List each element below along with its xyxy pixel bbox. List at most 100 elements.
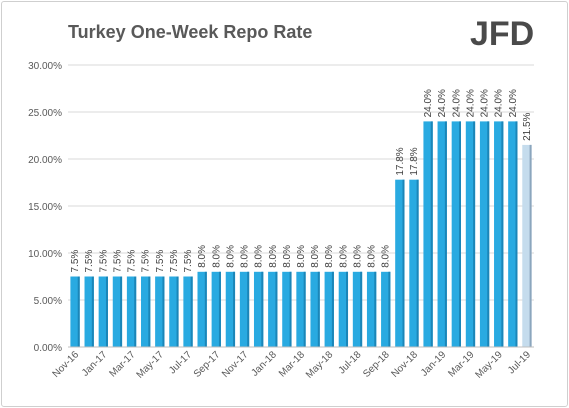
bar: [126, 276, 137, 347]
bar-shade: [501, 121, 504, 348]
bar: [239, 271, 250, 347]
bar-shade: [402, 179, 405, 347]
bar-shade: [190, 276, 193, 347]
bar-shade: [346, 271, 349, 347]
x-tick-label: May-19: [473, 349, 505, 381]
data-label: 24.0%: [465, 89, 476, 117]
bar-shade: [515, 121, 518, 348]
data-label: 7.5%: [183, 250, 194, 273]
data-label: 8.0%: [197, 245, 208, 268]
x-tick-label: May-17: [135, 349, 167, 381]
data-label: 7.5%: [169, 250, 180, 273]
bar: [112, 276, 123, 347]
bar: [84, 276, 94, 347]
data-label: 24.0%: [480, 89, 491, 117]
x-tick-label: Jul-19: [506, 349, 533, 376]
data-label: 7.5%: [141, 250, 152, 273]
data-label: 8.0%: [268, 245, 279, 268]
bar: [409, 179, 419, 347]
bar-shade: [261, 271, 264, 347]
bar-shade: [218, 271, 221, 347]
x-tick-label: Mar-18: [277, 349, 307, 379]
bar-shade: [91, 276, 94, 347]
x-tick-label: Jul-18: [337, 349, 364, 376]
bar: [197, 271, 207, 347]
bar-shade: [275, 271, 278, 347]
bar-shade: [204, 271, 207, 347]
x-tick-label: Sep-17: [192, 349, 223, 380]
x-tick-label: Mar-19: [446, 349, 476, 379]
bar: [211, 271, 221, 347]
data-label: 8.0%: [282, 245, 293, 268]
y-tick-label: 30.00%: [28, 61, 62, 72]
x-tick-label: Jan-19: [419, 349, 449, 379]
bar: [268, 271, 278, 347]
jfd-logo-text: JFD: [470, 15, 534, 49]
bar-shade: [416, 179, 419, 347]
y-tick-label: 20.00%: [28, 155, 62, 166]
data-label: 7.5%: [112, 250, 123, 273]
data-label: 7.5%: [70, 250, 81, 273]
bar: [479, 121, 490, 348]
bar: [296, 271, 306, 347]
data-label: 8.0%: [367, 245, 378, 268]
bar: [225, 271, 236, 347]
bar: [395, 179, 405, 347]
bar-shade: [247, 271, 250, 347]
data-label: 17.8%: [409, 147, 420, 175]
y-tick-label: 0.00%: [34, 343, 62, 354]
bar-shade: [289, 271, 292, 347]
bar: [381, 271, 391, 347]
bar-shade: [162, 276, 165, 347]
bar-shade: [233, 271, 236, 347]
bar: [366, 271, 377, 347]
bar: [183, 276, 193, 347]
x-tick-label: May-18: [304, 349, 336, 381]
x-tick-label: Jan-17: [80, 349, 110, 379]
data-label: 17.8%: [395, 147, 406, 175]
bar: [522, 144, 532, 347]
bar-shade: [487, 121, 490, 348]
x-tick-label: Jan-18: [249, 349, 279, 379]
chart-title: Turkey One-Week Repo Rate: [68, 22, 313, 42]
bar: [338, 271, 349, 347]
data-label: 8.0%: [324, 245, 335, 268]
y-tick-label: 10.00%: [28, 249, 62, 260]
y-tick-label: 15.00%: [28, 202, 62, 213]
bar-shade: [303, 271, 306, 347]
bar: [451, 121, 461, 348]
data-label: 7.5%: [127, 250, 138, 273]
data-label: 24.0%: [423, 89, 434, 117]
data-label: 7.5%: [155, 250, 166, 273]
bar-shade: [529, 144, 532, 347]
bar: [310, 271, 320, 347]
data-label: 8.0%: [296, 245, 307, 268]
y-tick-label: 5.00%: [34, 296, 62, 307]
bar-shade: [77, 276, 80, 347]
x-tick-label: Nov-18: [390, 349, 421, 380]
bar: [169, 276, 179, 347]
bar-shade: [176, 276, 179, 347]
bar-shade: [105, 276, 108, 347]
x-tick-label: Jul-17: [167, 349, 194, 376]
bar: [324, 271, 334, 347]
bar: [352, 271, 363, 347]
bar: [494, 121, 504, 348]
x-tick-label: Nov-17: [220, 349, 251, 380]
bar-shade: [360, 271, 363, 347]
data-label: 8.0%: [211, 245, 222, 268]
bar: [465, 121, 476, 348]
bar: [423, 121, 433, 348]
data-label: 8.0%: [254, 245, 265, 268]
bar-shade: [388, 271, 391, 347]
bar-shade: [430, 121, 433, 348]
data-label: 24.0%: [508, 89, 519, 117]
bar: [98, 276, 108, 347]
x-tick-label: Sep-18: [361, 349, 392, 380]
bar-shade: [458, 121, 461, 348]
data-label: 8.0%: [225, 245, 236, 268]
jfd-logo: JFD: [470, 15, 534, 49]
bar-shade: [473, 121, 476, 348]
